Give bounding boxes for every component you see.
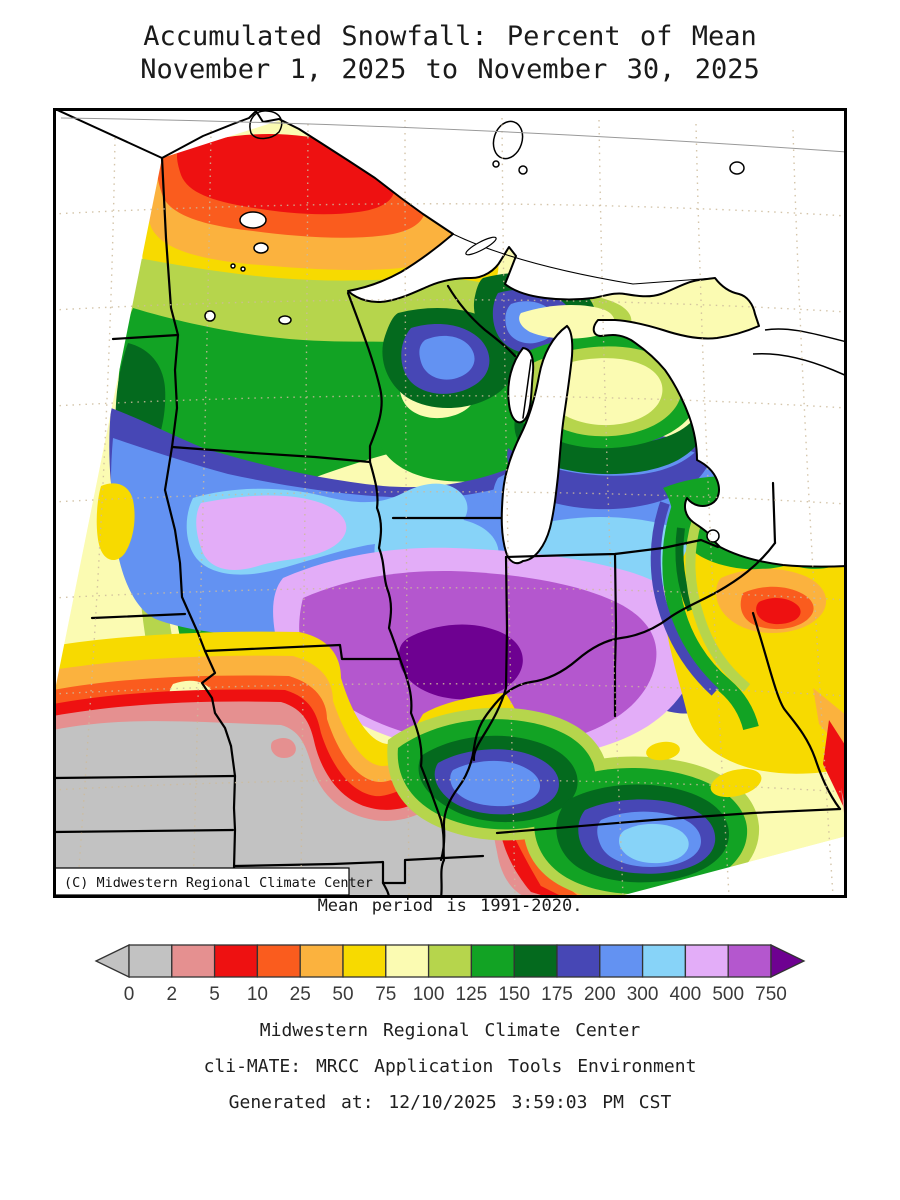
- border-ks-ok: [51, 828, 235, 834]
- legend-swatch-5: [213, 944, 259, 978]
- legend-left-arrow: [94, 943, 130, 979]
- great-lakes: [52, 107, 848, 568]
- legend-label-200: 200: [584, 984, 616, 1005]
- legend-swatch-75: [385, 944, 430, 978]
- legend-label-25: 25: [290, 984, 311, 1005]
- isle-royale: [465, 236, 497, 256]
- legend-label-100: 100: [413, 984, 445, 1005]
- legend-swatch-25: [299, 944, 344, 978]
- legend-label-5: 5: [209, 984, 220, 1005]
- map-title: Accumulated Snowfall: Percent of Mean: [143, 21, 757, 52]
- border-ky-tn: [495, 807, 842, 835]
- color-scale-legend: 0 2 5 10 25 50 75 100 125 150 175 200 300 400 500 750: [0, 938, 900, 1010]
- inland-lakes: [204, 211, 292, 325]
- footer-app: cli-MATE: MRCC Application Tools Environ…: [203, 1056, 697, 1077]
- green-bay: [507, 346, 535, 424]
- canada-border-through-superior: [452, 233, 716, 285]
- legend-swatch-175: [556, 944, 601, 978]
- legend-label-0: 0: [124, 984, 135, 1005]
- canada-shoreline-squiggle-1: [764, 328, 848, 343]
- border-ia-mo: [203, 643, 402, 661]
- legend-right-arrow: [770, 943, 806, 979]
- border-mi-in-oh: [504, 538, 720, 559]
- lake-michigan: [500, 324, 574, 565]
- legend-swatch-0: [128, 944, 173, 978]
- border-sd-ne: [90, 612, 187, 620]
- legend-swatch-150: [513, 944, 558, 978]
- footer-org: Midwestern Regional Climate Center: [259, 1020, 641, 1041]
- legend-label-150: 150: [498, 984, 530, 1005]
- mean-period-caption: Mean period is 1991-2020.: [317, 896, 583, 916]
- border-nd-sd: [111, 333, 180, 341]
- legend-label-75: 75: [375, 984, 396, 1005]
- contour-kentucky-pockets: [387, 707, 762, 904]
- legend-swatch-2: [171, 944, 216, 978]
- contour-map: (C) Midwestern Regional Climate Center: [51, 107, 848, 904]
- border-wi-mi: [446, 284, 517, 358]
- border-ohio-river: [439, 541, 777, 862]
- legend-swatch-200: [599, 944, 644, 978]
- border-in-oh: [613, 552, 618, 718]
- graticule: [52, 117, 848, 897]
- legend-label-400: 400: [670, 984, 702, 1005]
- border-mn-ia: [170, 445, 372, 464]
- canada-shoreline-squiggle-2: [752, 352, 848, 377]
- border-oh-pa: [771, 481, 777, 545]
- title-block: Accumulated Snowfall: Percent of Mean No…: [0, 20, 900, 86]
- border-il-in: [472, 555, 509, 762]
- border-ne-ks: [51, 774, 237, 780]
- legend-swatch-125: [470, 944, 515, 978]
- legend-label-500: 500: [712, 984, 744, 1005]
- legend-label-10: 10: [247, 984, 268, 1005]
- legend-swatch-300: [641, 944, 687, 978]
- legend-swatch-500: [727, 944, 772, 978]
- legend-swatch-400: [684, 944, 729, 978]
- map-frame: [53, 108, 847, 898]
- legend-swatch-10: [256, 944, 301, 978]
- legend-label-50: 50: [332, 984, 353, 1005]
- border-mississippi-river: [346, 291, 446, 900]
- map-svg: (C) Midwestern Regional Climate Center: [51, 107, 848, 904]
- legend-label-750: 750: [755, 984, 787, 1005]
- legend-swatch-50: [342, 944, 387, 978]
- contour-west-strip: [96, 483, 135, 561]
- lake-st-clair: [706, 529, 720, 543]
- legend-swatch-100: [427, 944, 473, 978]
- copyright-text: (C) Midwestern Regional Climate Center: [64, 875, 373, 891]
- copyright-box: (C) Midwestern Regional Climate Center: [54, 867, 373, 896]
- map-date-range: November 1, 2025 to November 30, 2025: [140, 54, 760, 85]
- legend-label-300: 300: [627, 984, 659, 1005]
- border-ky-east: [751, 611, 842, 811]
- footer-generated-at: Generated at: 12/10/2025 3:59:03 PM CST: [228, 1092, 672, 1113]
- lake-superior-canada-huron-erie: [52, 107, 848, 568]
- domain-top-edge: [60, 117, 848, 153]
- border-door-peninsula: [522, 359, 532, 419]
- legend-label-125: 125: [456, 984, 488, 1005]
- legend-label-175: 175: [541, 984, 573, 1005]
- legend-svg: 0 2 5 10 25 50 75 100 125 150 175 200 300 400 500 750: [94, 943, 806, 1005]
- legend-label-2: 2: [167, 984, 178, 1005]
